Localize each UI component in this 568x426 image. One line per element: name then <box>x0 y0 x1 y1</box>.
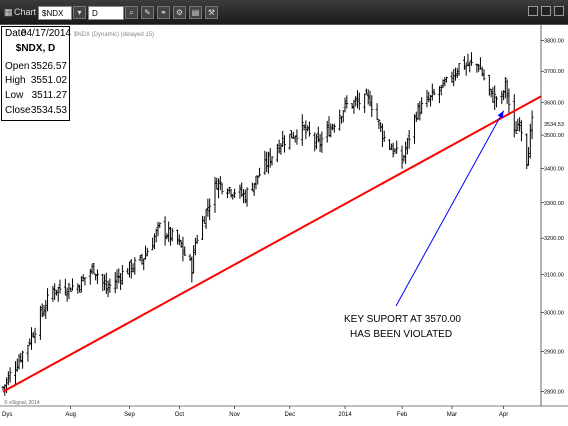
arrowhead-icon <box>497 110 504 119</box>
y-tick-label: 3200.00 <box>544 236 564 242</box>
draw-tool-icon[interactable]: ✎ <box>141 6 154 19</box>
last-value-box <box>542 119 567 128</box>
symbol-input[interactable]: $NDX <box>38 6 72 20</box>
x-tick-label: Dec <box>284 412 295 418</box>
open-row: Open 3526.57 <box>5 61 69 74</box>
annotation-line-2: HAS BEEN VIOLATED <box>350 329 452 340</box>
toolbar: ▦ Chart $NDX ▾ D ⌕ ✎ ⚭ ⚙ ▤ ⚒ <box>0 0 568 25</box>
x-axis: Dys Aug Sep Oct Nov Dec 2014 Feb Mar Apr <box>0 405 568 418</box>
maximize-icon[interactable] <box>541 6 551 16</box>
annotation: KEY SUPORT AT 3570.00 HAS BEEN VIOLATED <box>344 110 505 340</box>
x-tick-label: Aug <box>65 412 76 418</box>
x-axis-corner-label: Dys <box>2 412 12 418</box>
x-tick-label: Nov <box>229 412 240 418</box>
close-value: 3534.53 <box>30 105 67 116</box>
low-label: Low <box>5 90 24 101</box>
x-tick-label: Oct <box>175 412 185 418</box>
x-tick-label: Feb <box>397 412 408 418</box>
y-tick-label: 3000.00 <box>544 310 564 316</box>
close-label: Close <box>5 105 31 116</box>
x-tick-label: Apr <box>499 412 508 418</box>
date-label: Date <box>5 28 27 39</box>
y-tick-label: 3500.00 <box>544 133 564 139</box>
interval-input[interactable]: D <box>88 6 124 20</box>
annotation-arrow <box>395 110 505 307</box>
high-label: High <box>5 75 26 86</box>
series-header: $NDX (Dynamic) (delayed 15) <box>74 32 154 38</box>
symbol-dropdown-icon[interactable]: ▾ <box>73 6 86 19</box>
y-tick-label: 3400.00 <box>544 166 564 172</box>
settings-icon[interactable]: ⚙ <box>173 6 186 19</box>
date-value: 04/17/2014 <box>20 28 71 39</box>
high-row: High 3551.02 <box>5 75 69 88</box>
y-tick-label: 3800.00 <box>544 39 564 45</box>
chart-background <box>0 25 568 426</box>
app-label: Chart <box>14 7 37 17</box>
open-label: Open <box>5 61 30 72</box>
date-row: Date 04/17/2014 <box>5 28 71 41</box>
annotation-line-1: KEY SUPORT AT 3570.00 <box>344 314 461 325</box>
open-value: 3526.57 <box>30 61 67 72</box>
y-tick-label: 3300.00 <box>544 201 564 207</box>
high-value: 3551.02 <box>30 75 67 86</box>
price-chart[interactable]: $NDX (Dynamic) (delayed 15) KEY SUPORT A… <box>0 25 568 426</box>
y-tick-label: 3100.00 <box>544 273 564 279</box>
price-bars <box>1 52 534 396</box>
last-value-label: 3534.53 <box>544 122 564 128</box>
tools-icon[interactable]: ⚒ <box>205 6 218 19</box>
ohlc-info-panel: Date 04/17/2014 $NDX, D Open 3526.57 Hig… <box>1 26 71 121</box>
support-trendline[interactable] <box>2 95 542 393</box>
y-tick-label: 3600.00 <box>544 101 564 107</box>
chart-icon: ▦ <box>4 7 13 17</box>
minimize-icon[interactable] <box>528 6 538 16</box>
search-icon[interactable]: ⌕ <box>125 6 138 19</box>
y-tick-label: 2800.00 <box>544 390 564 396</box>
x-tick-label: 2014 <box>338 412 352 418</box>
low-row: Low 3511.27 <box>5 90 69 103</box>
layout-icon[interactable]: ▤ <box>189 6 202 19</box>
close-icon[interactable] <box>554 6 564 16</box>
close-row: Close 3534.53 <box>5 105 69 118</box>
x-tick-label: Mar <box>447 412 457 418</box>
low-value: 3511.27 <box>31 90 67 101</box>
y-tick-label: 3700.00 <box>544 69 564 75</box>
symbol-line: $NDX, D <box>15 43 56 54</box>
link-icon[interactable]: ⚭ <box>157 6 170 19</box>
y-axis: 2800.00 2900.00 3000.00 3100.00 3200.00 3300.… <box>540 25 567 406</box>
credit: © eSignal, 2014 <box>4 399 40 406</box>
y-tick-label: 2900.00 <box>544 349 564 355</box>
x-tick-label: Sep <box>124 412 135 418</box>
